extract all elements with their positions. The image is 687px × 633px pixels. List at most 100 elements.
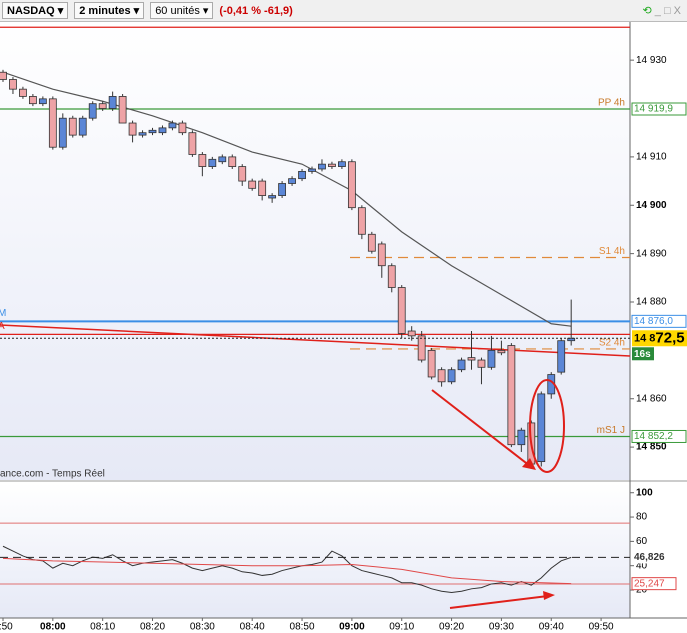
series-line (2, 557, 572, 585)
y-tick-label: 100 (636, 487, 653, 498)
last-value-box (631, 577, 677, 591)
units-button[interactable]: 60 unités ▾ (150, 2, 214, 19)
candle-body (517, 429, 526, 446)
level-value-label: 14 852,2 (634, 431, 673, 442)
level-name: PP 4h (598, 98, 625, 109)
candle-body (178, 122, 187, 134)
candle-body (338, 161, 346, 167)
x-tick-label: 08:30 (190, 622, 215, 633)
level-value-box (631, 102, 687, 116)
candle-body (158, 127, 167, 134)
y-tick-label: 14 880 (636, 297, 667, 308)
chart: ance.com - Temps Réel 14 930 14 910 14 900 1… (0, 22, 687, 633)
timer: 16s (634, 349, 651, 360)
candle-body (68, 117, 77, 136)
arrow (431, 389, 531, 467)
y-tick-label: 14 910 (636, 152, 667, 163)
y-tick-label: 14 890 (636, 248, 667, 259)
candle-body (38, 98, 47, 105)
y-tick-label: 14 860 (636, 393, 667, 404)
current-price-label: 14 872,5 (634, 329, 685, 346)
x-tick-label: 09:50 (589, 622, 614, 633)
candle-body (467, 357, 476, 361)
highlight (529, 379, 565, 473)
y-tick-label: 80 (636, 512, 648, 523)
interval: 2 minutes (79, 5, 131, 17)
level-left-label: M (0, 308, 6, 319)
candle-body (78, 117, 87, 136)
current-price-box (632, 330, 687, 347)
y-tick-label: 14 850 (636, 442, 667, 453)
candle-body (328, 163, 336, 167)
x-tick-label: 09:40 (539, 622, 564, 633)
main-panel (0, 22, 630, 480)
candle-body (367, 233, 376, 252)
candle-body (238, 166, 247, 182)
candle-body (447, 369, 456, 383)
interval-button[interactable]: 2 minutes ▾ (74, 2, 145, 19)
x-tick-label: 09:30 (489, 622, 514, 633)
candle-body (308, 168, 316, 172)
y-tick-label: 40 (636, 560, 648, 571)
candle-body (477, 359, 486, 368)
candle-body (248, 180, 257, 189)
level-value-label: 14 919,9 (634, 104, 673, 115)
y-tick-label: 14 930 (636, 55, 667, 66)
candle-body (208, 158, 217, 167)
x-tick-label: 08:20 (140, 622, 165, 633)
units: 60 unités (155, 5, 200, 17)
timer-box (632, 347, 654, 361)
last-value-label: 46,826 (634, 552, 665, 563)
candle-body (88, 103, 97, 119)
candle-body (278, 183, 287, 196)
candle-body (377, 243, 386, 267)
symbol-button[interactable]: NASDAQ ▾ (2, 2, 69, 19)
arrow-head (522, 458, 536, 470)
x-tick-label: 09:10 (389, 622, 414, 633)
candle-body (168, 122, 177, 129)
candle-body (258, 180, 267, 196)
y-tick-label: 60 (636, 536, 648, 547)
level-name: mS1 J (597, 425, 625, 436)
change: (-0,41 % -61,9) (219, 4, 293, 17)
candle-body (48, 98, 57, 148)
candle-body (128, 122, 137, 136)
candle-body (347, 161, 356, 209)
price-prefix: 14 8 (634, 332, 655, 344)
lower-panel (0, 483, 630, 618)
candle-body (567, 337, 576, 342)
candle-body (188, 132, 197, 155)
x-tick-label: 08:50 (290, 622, 315, 633)
candle-body (28, 96, 37, 105)
candle-body (268, 195, 277, 199)
x-tick-label: 7:50 (0, 622, 13, 633)
source-label: ance.com - Temps Réel (0, 469, 105, 480)
level-left-label: A (0, 321, 5, 332)
candle-body (148, 129, 157, 134)
candle-body (487, 349, 496, 368)
candle-body (19, 88, 27, 97)
candle-body (407, 330, 416, 337)
window-controls[interactable]: ⟲ _ □ X (642, 5, 682, 17)
candle-body (318, 163, 326, 170)
candle-body (288, 178, 296, 184)
candle-body (537, 393, 546, 463)
candle-body (557, 340, 566, 373)
x-tick-label: 08:00 (40, 622, 66, 633)
last-value-label: 25,247 (634, 578, 665, 589)
x-tick-label: 09:20 (439, 622, 464, 633)
candle-body (108, 96, 117, 109)
x-tick-label: 08:10 (90, 622, 115, 633)
price-suffix: 72,5 (655, 329, 684, 346)
level-name: S1 4h (599, 246, 625, 257)
candle-body (98, 103, 107, 109)
level-name: S2 4h (599, 338, 625, 349)
candle-body (58, 117, 67, 148)
level-value-box (631, 429, 687, 443)
symbol: NASDAQ (7, 5, 55, 17)
candle-body (357, 207, 366, 235)
arrow-head (543, 591, 555, 600)
arrow (449, 595, 549, 609)
candle-body (228, 156, 237, 167)
